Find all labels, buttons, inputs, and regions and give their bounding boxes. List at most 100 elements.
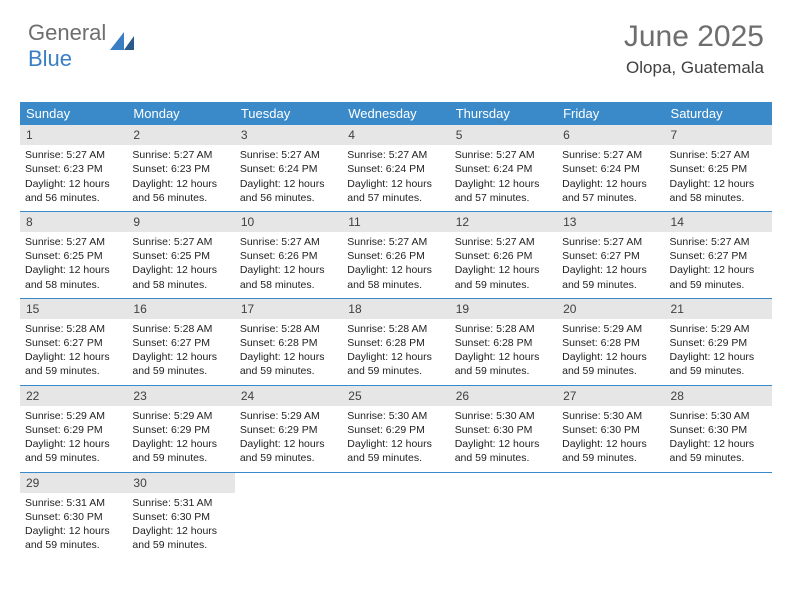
day-number: 17 xyxy=(235,299,342,319)
daylight-line: Daylight: 12 hours and 59 minutes. xyxy=(25,437,122,465)
day-cell: 4Sunrise: 5:27 AMSunset: 6:24 PMDaylight… xyxy=(342,125,449,211)
daylight-line: Daylight: 12 hours and 57 minutes. xyxy=(562,177,659,205)
day-cell: 17Sunrise: 5:28 AMSunset: 6:28 PMDayligh… xyxy=(235,299,342,385)
sunrise-line: Sunrise: 5:28 AM xyxy=(455,322,552,336)
day-number: 2 xyxy=(127,125,234,145)
week-row: 15Sunrise: 5:28 AMSunset: 6:27 PMDayligh… xyxy=(20,299,772,386)
week-row: 8Sunrise: 5:27 AMSunset: 6:25 PMDaylight… xyxy=(20,212,772,299)
calendar: SundayMondayTuesdayWednesdayThursdayFrid… xyxy=(20,102,772,558)
day-number: 18 xyxy=(342,299,449,319)
day-number: 14 xyxy=(665,212,772,232)
day-cell: 18Sunrise: 5:28 AMSunset: 6:28 PMDayligh… xyxy=(342,299,449,385)
day-cell: 10Sunrise: 5:27 AMSunset: 6:26 PMDayligh… xyxy=(235,212,342,298)
logo-text-gray: General xyxy=(28,20,106,45)
day-body: Sunrise: 5:27 AMSunset: 6:25 PMDaylight:… xyxy=(127,232,234,298)
day-body: Sunrise: 5:27 AMSunset: 6:25 PMDaylight:… xyxy=(20,232,127,298)
sunrise-line: Sunrise: 5:27 AM xyxy=(455,235,552,249)
weekday-header: Monday xyxy=(127,102,234,125)
sunrise-line: Sunrise: 5:30 AM xyxy=(347,409,444,423)
day-cell-empty xyxy=(235,473,342,559)
day-cell: 6Sunrise: 5:27 AMSunset: 6:24 PMDaylight… xyxy=(557,125,664,211)
sunset-line: Sunset: 6:30 PM xyxy=(132,510,229,524)
daylight-line: Daylight: 12 hours and 59 minutes. xyxy=(132,350,229,378)
sunset-line: Sunset: 6:24 PM xyxy=(455,162,552,176)
daylight-line: Daylight: 12 hours and 57 minutes. xyxy=(347,177,444,205)
day-number: 1 xyxy=(20,125,127,145)
sunrise-line: Sunrise: 5:27 AM xyxy=(670,235,767,249)
sunset-line: Sunset: 6:29 PM xyxy=(132,423,229,437)
day-body: Sunrise: 5:27 AMSunset: 6:23 PMDaylight:… xyxy=(127,145,234,211)
sunrise-line: Sunrise: 5:27 AM xyxy=(347,148,444,162)
sunrise-line: Sunrise: 5:28 AM xyxy=(240,322,337,336)
sunset-line: Sunset: 6:29 PM xyxy=(25,423,122,437)
day-cell: 3Sunrise: 5:27 AMSunset: 6:24 PMDaylight… xyxy=(235,125,342,211)
day-cell: 13Sunrise: 5:27 AMSunset: 6:27 PMDayligh… xyxy=(557,212,664,298)
daylight-line: Daylight: 12 hours and 58 minutes. xyxy=(240,263,337,291)
sunset-line: Sunset: 6:23 PM xyxy=(132,162,229,176)
daylight-line: Daylight: 12 hours and 59 minutes. xyxy=(455,350,552,378)
day-cell-empty xyxy=(665,473,772,559)
day-cell: 25Sunrise: 5:30 AMSunset: 6:29 PMDayligh… xyxy=(342,386,449,472)
sunrise-line: Sunrise: 5:27 AM xyxy=(562,148,659,162)
weekday-header: Tuesday xyxy=(235,102,342,125)
day-cell: 20Sunrise: 5:29 AMSunset: 6:28 PMDayligh… xyxy=(557,299,664,385)
day-cell: 19Sunrise: 5:28 AMSunset: 6:28 PMDayligh… xyxy=(450,299,557,385)
sunset-line: Sunset: 6:28 PM xyxy=(562,336,659,350)
sunset-line: Sunset: 6:24 PM xyxy=(240,162,337,176)
day-cell: 16Sunrise: 5:28 AMSunset: 6:27 PMDayligh… xyxy=(127,299,234,385)
day-body: Sunrise: 5:30 AMSunset: 6:30 PMDaylight:… xyxy=(557,406,664,472)
day-cell: 29Sunrise: 5:31 AMSunset: 6:30 PMDayligh… xyxy=(20,473,127,559)
sunset-line: Sunset: 6:26 PM xyxy=(240,249,337,263)
day-cell: 9Sunrise: 5:27 AMSunset: 6:25 PMDaylight… xyxy=(127,212,234,298)
daylight-line: Daylight: 12 hours and 59 minutes. xyxy=(670,350,767,378)
month-title: June 2025 xyxy=(624,20,764,54)
daylight-line: Daylight: 12 hours and 59 minutes. xyxy=(562,350,659,378)
sunrise-line: Sunrise: 5:29 AM xyxy=(25,409,122,423)
sunrise-line: Sunrise: 5:29 AM xyxy=(132,409,229,423)
sunrise-line: Sunrise: 5:31 AM xyxy=(132,496,229,510)
sunset-line: Sunset: 6:27 PM xyxy=(25,336,122,350)
day-cell: 8Sunrise: 5:27 AMSunset: 6:25 PMDaylight… xyxy=(20,212,127,298)
daylight-line: Daylight: 12 hours and 57 minutes. xyxy=(455,177,552,205)
day-cell-empty xyxy=(557,473,664,559)
day-cell-empty xyxy=(342,473,449,559)
day-body: Sunrise: 5:31 AMSunset: 6:30 PMDaylight:… xyxy=(20,493,127,559)
sunset-line: Sunset: 6:28 PM xyxy=(455,336,552,350)
weekday-header-row: SundayMondayTuesdayWednesdayThursdayFrid… xyxy=(20,102,772,125)
day-number: 25 xyxy=(342,386,449,406)
day-number: 28 xyxy=(665,386,772,406)
day-cell: 22Sunrise: 5:29 AMSunset: 6:29 PMDayligh… xyxy=(20,386,127,472)
day-number: 5 xyxy=(450,125,557,145)
day-body: Sunrise: 5:31 AMSunset: 6:30 PMDaylight:… xyxy=(127,493,234,559)
daylight-line: Daylight: 12 hours and 56 minutes. xyxy=(132,177,229,205)
daylight-line: Daylight: 12 hours and 59 minutes. xyxy=(562,437,659,465)
day-cell: 12Sunrise: 5:27 AMSunset: 6:26 PMDayligh… xyxy=(450,212,557,298)
day-body: Sunrise: 5:27 AMSunset: 6:23 PMDaylight:… xyxy=(20,145,127,211)
day-body: Sunrise: 5:29 AMSunset: 6:29 PMDaylight:… xyxy=(20,406,127,472)
day-number: 27 xyxy=(557,386,664,406)
sunset-line: Sunset: 6:30 PM xyxy=(670,423,767,437)
day-cell: 1Sunrise: 5:27 AMSunset: 6:23 PMDaylight… xyxy=(20,125,127,211)
sunset-line: Sunset: 6:30 PM xyxy=(455,423,552,437)
sunset-line: Sunset: 6:24 PM xyxy=(347,162,444,176)
sunrise-line: Sunrise: 5:28 AM xyxy=(132,322,229,336)
sunrise-line: Sunrise: 5:27 AM xyxy=(132,235,229,249)
sunset-line: Sunset: 6:30 PM xyxy=(562,423,659,437)
day-body: Sunrise: 5:29 AMSunset: 6:28 PMDaylight:… xyxy=(557,319,664,385)
week-row: 22Sunrise: 5:29 AMSunset: 6:29 PMDayligh… xyxy=(20,386,772,473)
day-number: 21 xyxy=(665,299,772,319)
sunset-line: Sunset: 6:29 PM xyxy=(347,423,444,437)
sunset-line: Sunset: 6:24 PM xyxy=(562,162,659,176)
day-number: 12 xyxy=(450,212,557,232)
day-body: Sunrise: 5:27 AMSunset: 6:26 PMDaylight:… xyxy=(450,232,557,298)
day-body: Sunrise: 5:27 AMSunset: 6:24 PMDaylight:… xyxy=(450,145,557,211)
sunrise-line: Sunrise: 5:27 AM xyxy=(347,235,444,249)
day-cell: 28Sunrise: 5:30 AMSunset: 6:30 PMDayligh… xyxy=(665,386,772,472)
location: Olopa, Guatemala xyxy=(624,58,764,78)
weekday-header: Sunday xyxy=(20,102,127,125)
day-cell: 11Sunrise: 5:27 AMSunset: 6:26 PMDayligh… xyxy=(342,212,449,298)
sunrise-line: Sunrise: 5:27 AM xyxy=(25,235,122,249)
day-body: Sunrise: 5:27 AMSunset: 6:26 PMDaylight:… xyxy=(342,232,449,298)
sunset-line: Sunset: 6:23 PM xyxy=(25,162,122,176)
sunrise-line: Sunrise: 5:29 AM xyxy=(562,322,659,336)
